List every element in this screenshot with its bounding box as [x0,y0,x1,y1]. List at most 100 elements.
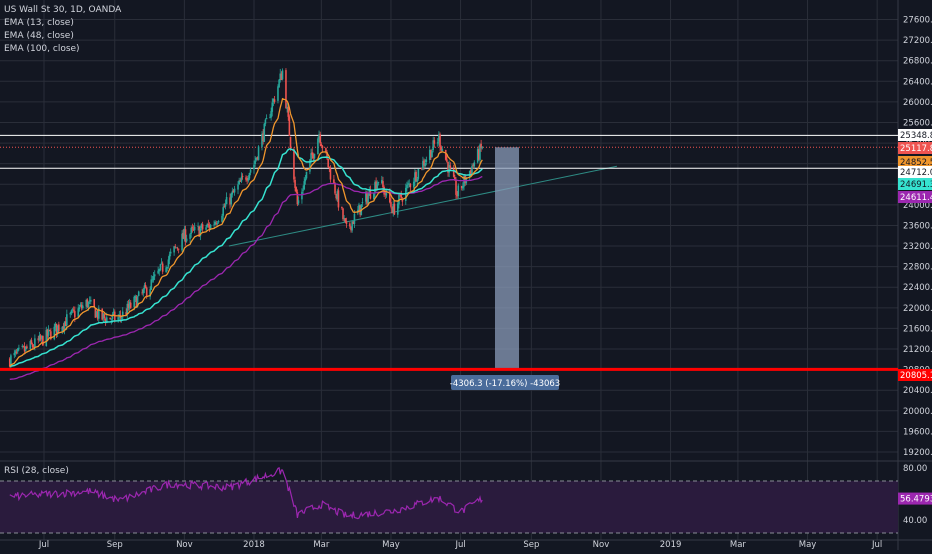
candle-body [337,190,340,208]
candle-body [82,305,84,309]
candle-body [449,165,452,169]
candle-body [185,238,188,242]
candle-body [121,311,124,318]
y-tick-label: 27600.0 [903,16,932,26]
candle-body [361,202,364,204]
candle-body [143,285,146,290]
candle-body [312,154,315,159]
x-tick-label: Sep [107,540,123,550]
candle-body [209,224,212,230]
legend-ema48[interactable]: EMA (48, close) [4,31,74,41]
candle-body [133,296,135,308]
candle-body [440,146,442,150]
candle-body [414,172,416,183]
candle-body [328,166,331,168]
candle-body [480,143,482,148]
candle-body [343,218,345,220]
candle-body [359,205,361,215]
candle-body [141,292,143,294]
candle-body [169,251,172,254]
candle-body [201,224,204,230]
legend-ema100[interactable]: EMA (100, close) [4,44,80,54]
candle-body [377,182,380,183]
candle-body [71,309,74,311]
candle-body [382,181,384,188]
y-tick-label: 20400.0 [903,386,932,396]
y-tick-label: 24000.0 [903,201,932,211]
candle-body [454,177,456,181]
candle-body [78,307,81,310]
candle-body [263,123,266,142]
candle-body [464,175,466,183]
candle-body [128,302,131,309]
candle-body [109,317,111,320]
candle-body [375,181,377,190]
candle-body [289,136,292,149]
candle-body [423,160,425,166]
candle-body [295,187,298,192]
candle-body [422,161,424,170]
candle-body [271,102,274,112]
candle-body [144,284,147,288]
candle-body [177,248,180,250]
candle-body [472,165,474,167]
candle-body [198,226,201,237]
candle-body [476,149,479,163]
rsi-tick-label: 80.00 [903,464,927,474]
price-tag-bg [898,142,932,154]
candle-body [111,314,114,319]
candle-body [447,161,449,173]
candle-body [40,335,43,339]
candle-body [376,183,379,191]
candle-body [420,168,423,170]
candle-body [279,73,282,81]
candle-body [72,309,75,311]
candle-body [409,183,412,188]
legend-ema13[interactable]: EMA (13, close) [4,18,74,28]
candle-body [74,311,76,318]
candle-body [14,351,17,354]
candle-body [31,344,34,347]
candle-body [45,329,48,347]
y-tick-label: 25600.0 [903,118,932,128]
rsi-line [9,467,483,520]
candle-body [240,176,243,182]
x-tick-label: Mar [313,540,330,550]
candle-body [21,345,24,347]
candle-body [457,185,460,197]
candle-body [134,296,137,298]
candle-body [407,183,409,185]
rsi-legend[interactable]: RSI (28, close) [4,466,69,476]
candle-body [309,159,311,172]
candle-body [215,222,218,224]
legend-symbol[interactable]: US Wall St 30, 1D, OANDA [4,5,122,15]
candle-body [80,305,83,309]
candle-body [341,207,343,208]
candle-body [70,310,73,314]
candle-body [208,224,211,229]
candle-body [470,170,472,174]
candle-body [321,145,324,149]
x-tick-label: Jul [454,540,465,550]
candle-body [311,152,314,155]
candle-body [183,228,186,240]
candle-body [257,146,260,160]
candle-body [62,326,65,330]
candle-body [50,331,52,340]
candle-body [278,79,280,88]
y-tick-label: 21200.0 [903,345,932,355]
candle-body [280,73,283,81]
candle-body [381,180,383,184]
candle-body [102,313,105,319]
candle-body [37,338,40,341]
candle-body [249,169,252,173]
candle-body [93,299,96,308]
y-tick-label: 21600.0 [903,324,932,334]
candle-body [95,311,98,317]
candle-body [288,116,291,137]
candle-body [229,197,231,205]
candle-body [104,318,107,323]
